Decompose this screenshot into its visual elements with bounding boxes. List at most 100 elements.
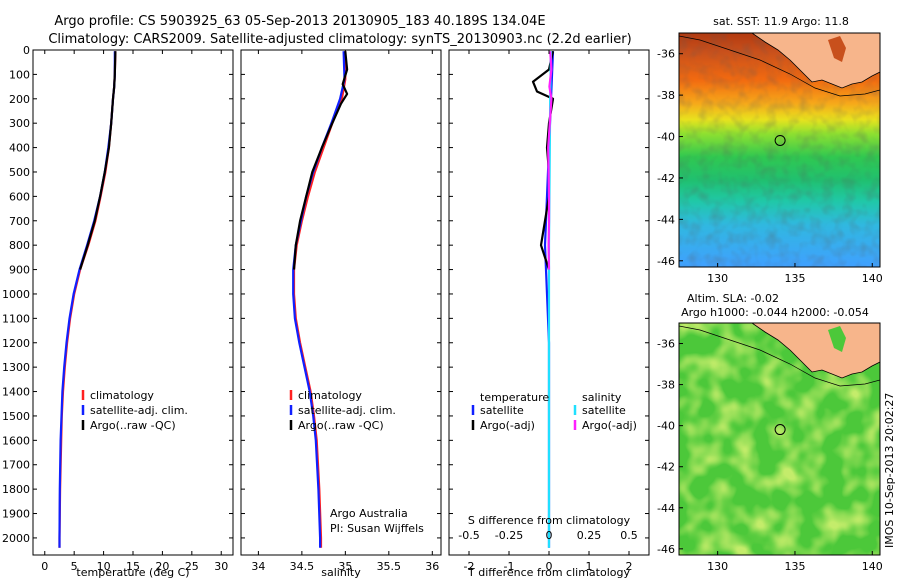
- plot-frame: [32, 49, 234, 556]
- x-tick-label: -1: [504, 560, 515, 573]
- sla-map-subtitle: Argo h1000: -0.044 h2000: -0.054: [681, 306, 869, 319]
- legend-label: climatology: [298, 389, 362, 402]
- sst-argo-location-marker: [774, 134, 786, 146]
- y-tick-label: 1100: [2, 312, 30, 325]
- y-tick-label: 400: [9, 142, 30, 155]
- y-tick-label: 1300: [2, 361, 30, 374]
- x-tick-label: 10: [97, 560, 111, 573]
- y-tick-label: 200: [9, 93, 30, 106]
- series-line-2: [79, 51, 117, 270]
- secondary-axis-label: S difference from climatology: [468, 514, 631, 527]
- map-x-tick-label: 140: [862, 272, 883, 285]
- figure-title-line-1: Argo profile: CS 5903925_63 05-Sep-2013 …: [54, 14, 545, 29]
- x-tick-label: 5: [71, 560, 78, 573]
- legend-title-salinity: salinity: [582, 391, 622, 404]
- map-x-tick-label: 130: [707, 272, 728, 285]
- map-y-tick-label: -44: [657, 213, 675, 226]
- map-x-tick-label: 130: [707, 560, 728, 573]
- figure-title-line-2: Climatology: CARS2009. Satellite-adjuste…: [48, 32, 631, 47]
- y-tick-label: 600: [9, 190, 30, 203]
- y-tick-label: 1500: [2, 410, 30, 423]
- x-tick-label: 0: [41, 560, 48, 573]
- y-tick-label: 900: [9, 264, 30, 277]
- map-y-tick-label: -36: [657, 338, 675, 351]
- sla-isobath: [679, 325, 880, 387]
- legend-title-temperature: temperature: [480, 391, 549, 404]
- x-tick-label: 34: [251, 560, 265, 573]
- y-tick-label: 1200: [2, 337, 30, 350]
- map-y-tick-label: -46: [657, 543, 675, 556]
- x-tick-label: 25: [185, 560, 199, 573]
- map-y-tick-label: -36: [657, 48, 675, 61]
- y-tick-label: 1800: [2, 483, 30, 496]
- y-tick-label: 2000: [2, 532, 30, 545]
- x-tick-label: 30: [214, 560, 228, 573]
- secondary-tick-label: 0.25: [577, 529, 602, 542]
- legend-label: climatology: [90, 389, 154, 402]
- y-tick-label: 1400: [2, 386, 30, 399]
- map-y-tick-label: -38: [657, 379, 675, 392]
- y-tick-label: 300: [9, 117, 30, 130]
- sla-land: [751, 323, 880, 379]
- sst-map-frame: [678, 32, 881, 268]
- map-y-tick-label: -40: [657, 131, 675, 144]
- map-y-tick-label: -44: [657, 502, 675, 515]
- secondary-tick-label: -0.25: [495, 529, 523, 542]
- sla-argo-location-marker: [774, 424, 786, 436]
- legend-label: satellite: [582, 404, 626, 417]
- sla-map-frame: [678, 322, 881, 556]
- y-tick-label: 500: [9, 166, 30, 179]
- y-tick-label: 700: [9, 215, 30, 228]
- map-x-tick-label: 135: [784, 560, 805, 573]
- annotation-line: Argo Australia: [330, 507, 408, 520]
- map-y-tick-label: -42: [657, 461, 675, 474]
- legend-label: Argo(-adj): [480, 419, 535, 432]
- x-axis-label: temperature (deg C): [76, 566, 189, 579]
- x-tick-label: 1: [586, 560, 593, 573]
- map-y-tick-label: -46: [657, 255, 675, 268]
- sst-gulf-water: [828, 36, 846, 62]
- sla-map-title: Altim. SLA: -0.02: [687, 292, 779, 305]
- x-tick-label: 20: [155, 560, 169, 573]
- x-tick-label: 0: [546, 560, 553, 573]
- y-tick-label: 1000: [2, 288, 30, 301]
- map-y-tick-label: -40: [657, 420, 675, 433]
- annotation-line: PI: Susan Wijffels: [330, 522, 424, 535]
- x-axis-label: T difference from climatology: [467, 566, 630, 579]
- map-y-tick-label: -38: [657, 89, 675, 102]
- y-tick-label: 800: [9, 239, 30, 252]
- x-tick-label: 2: [626, 560, 633, 573]
- secondary-tick-label: 0.5: [620, 529, 638, 542]
- legend-label: Argo(-adj): [582, 419, 637, 432]
- x-tick-label: 15: [126, 560, 140, 573]
- x-tick-label: 35: [338, 560, 352, 573]
- x-tick-label: 34.5: [290, 560, 315, 573]
- plot-frame: [240, 49, 442, 556]
- secondary-tick-label: -0.5: [458, 529, 479, 542]
- x-tick-label: 36: [425, 560, 439, 573]
- sst-isobath: [679, 35, 880, 97]
- y-tick-label: 100: [9, 68, 30, 81]
- x-tick-label: 35.5: [377, 560, 402, 573]
- y-tick-label: 1700: [2, 459, 30, 472]
- temperature-profile-panel: 0 5 10 15 20 25 300100200300400500600700800900…: [2, 44, 234, 579]
- y-tick-label: 1600: [2, 434, 30, 447]
- map-x-tick-label: 135: [784, 272, 805, 285]
- legend-label: Argo(..raw -QC): [298, 419, 384, 432]
- sla-gulf-water: [828, 326, 846, 352]
- series-line-3: [547, 51, 553, 270]
- salinity-profile-panel: 34 34.5 35 35.5 36 salinity climatology satelli…: [240, 49, 442, 579]
- legend-label: satellite: [480, 404, 524, 417]
- map-y-tick-label: -42: [657, 172, 675, 185]
- map-x-tick-label: 140: [862, 560, 883, 573]
- sst-map-panel: sat. SST: 11.9 Argo: 11.8 130 135 140 -36 -3…: [657, 15, 883, 285]
- x-tick-label: -2: [464, 560, 475, 573]
- sst-map-title: sat. SST: 11.9 Argo: 11.8: [713, 15, 849, 28]
- y-tick-label: 0: [23, 44, 30, 57]
- sla-map-panel: Altim. SLA: -0.02 Argo h1000: -0.044 h20…: [657, 292, 883, 573]
- secondary-tick-label: 0: [546, 529, 553, 542]
- sst-land: [751, 33, 880, 89]
- y-tick-label: 1900: [2, 508, 30, 521]
- imos-timestamp: IMOS 10-Sep-2013 20:02:27: [883, 393, 896, 548]
